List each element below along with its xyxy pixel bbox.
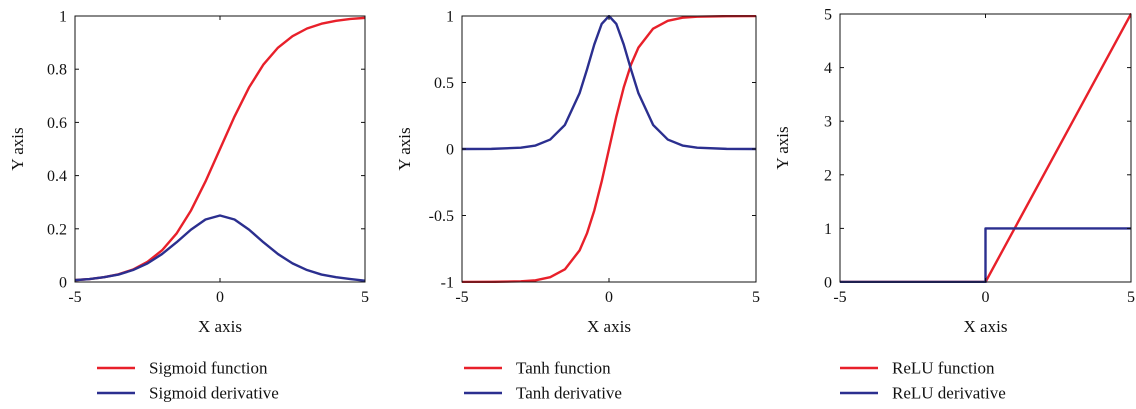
legend: Tanh function Tanh derivative — [464, 359, 622, 403]
x-tick-label: 0 — [982, 289, 990, 306]
x-axis-label: X axis — [587, 317, 631, 336]
x-tick-label: -5 — [455, 289, 468, 306]
y-tick-label: 0.5 — [434, 75, 454, 92]
series-line-2 — [840, 227, 1131, 283]
x-axis-label: X axis — [198, 317, 242, 336]
y-axis-label: Y axis — [395, 127, 414, 170]
x-tick-label: -5 — [833, 289, 846, 306]
y-tick-label: 4 — [824, 60, 832, 77]
y-tick-label: 0.8 — [47, 62, 67, 79]
series-line-2 — [75, 214, 365, 282]
x-axis-label: X axis — [964, 317, 1008, 336]
y-axis-label: Y axis — [773, 126, 792, 169]
y-tick-label: 0.4 — [47, 168, 67, 185]
x-tick-label: 5 — [361, 289, 369, 306]
y-tick-label: 2 — [824, 167, 832, 184]
legend: ReLU function ReLU derivative — [840, 359, 1006, 403]
legend-label-2: Sigmoid derivative — [149, 384, 279, 403]
y-tick-label: 0.6 — [47, 115, 67, 132]
y-tick-label: 1 — [59, 9, 67, 26]
y-tick-label: 3 — [824, 114, 832, 131]
legend: Sigmoid function Sigmoid derivative — [97, 359, 279, 403]
series-line-2 — [462, 15, 756, 151]
y-axis-label: Y axis — [8, 127, 27, 170]
x-tick-label: 0 — [605, 289, 613, 306]
x-tick-label: -5 — [68, 289, 81, 306]
y-tick-label: -1 — [441, 275, 454, 292]
x-tick-label: 5 — [1127, 289, 1135, 306]
series-line-1 — [75, 16, 365, 282]
y-tick-label: 0 — [59, 275, 67, 292]
legend-label-1: Tanh function — [516, 359, 611, 378]
y-tick-label: 0.2 — [47, 221, 67, 238]
legend-label-1: ReLU function — [892, 359, 995, 378]
legend-label-2: Tanh derivative — [516, 384, 622, 403]
y-tick-label: 5 — [824, 7, 832, 24]
y-tick-label: 0 — [446, 142, 454, 159]
y-tick-label: 0 — [824, 275, 832, 292]
y-tick-label: 1 — [446, 9, 454, 26]
y-tick-label: 1 — [824, 221, 832, 238]
legend-label-1: Sigmoid function — [149, 359, 268, 378]
x-tick-label: 5 — [752, 289, 760, 306]
x-tick-label: 0 — [216, 289, 224, 306]
y-tick-label: -0.5 — [429, 208, 454, 225]
legend-label-2: ReLU derivative — [892, 384, 1006, 403]
series-line-1 — [462, 15, 756, 283]
chart-panel-2: -5 0 5 -1 -0.5 0 0.5 1 X axis Y axis Tanh function… — [395, 9, 760, 403]
